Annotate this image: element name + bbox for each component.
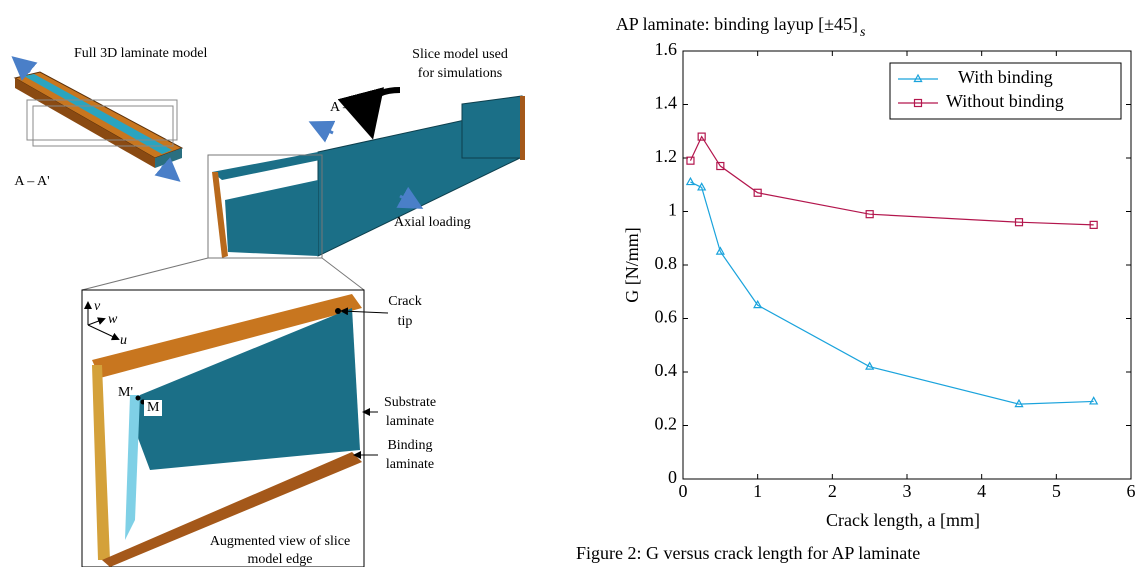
marker	[685, 176, 696, 186]
label: w	[108, 312, 118, 327]
marker	[1089, 396, 1099, 405]
y-tick-label: 0.2	[655, 414, 678, 434]
caption: Figure 2: G versus crack length for AP l…	[576, 543, 920, 563]
label: Substrate	[384, 395, 436, 410]
x-tick-label: 1	[753, 481, 762, 501]
marker	[913, 98, 923, 108]
x-tick-label: 0	[679, 481, 688, 501]
chart-title: AP laminate: binding layup [±45]	[616, 14, 858, 34]
marker	[686, 156, 695, 165]
chart-title-subscript: s	[860, 25, 866, 40]
label: Augmented view of slice	[210, 534, 350, 549]
series-line	[690, 181, 1094, 405]
marker	[753, 299, 763, 309]
label: M	[147, 400, 160, 415]
x-tick-label: 6	[1127, 481, 1136, 501]
label: Slice model used	[412, 47, 508, 62]
label: Full 3D laminate model	[74, 46, 207, 61]
diagram: Full 3D laminate model A – A' A – A' Sli…	[11, 46, 525, 567]
marker	[716, 161, 725, 171]
y-tick-label: 0	[668, 467, 677, 487]
label: Binding	[387, 438, 432, 453]
y-tick-label: 1	[668, 200, 677, 220]
x-tick-label: 5	[1052, 481, 1061, 501]
label: M'	[118, 385, 133, 400]
label: Crack	[388, 294, 421, 309]
label: model edge	[248, 552, 313, 567]
series-line	[689, 135, 1094, 226]
label: laminate	[386, 457, 434, 472]
label: Axial loading	[394, 215, 471, 230]
marker	[1014, 218, 1024, 227]
label: v	[94, 299, 101, 314]
marker	[697, 132, 706, 141]
x-axis-label: Crack length, a [mm]	[826, 510, 980, 530]
x-tick-label: 2	[828, 481, 837, 501]
label: tip	[398, 314, 413, 329]
y-tick-label: 1.6	[655, 39, 678, 59]
label: for simulations	[418, 66, 502, 81]
label: laminate	[386, 414, 434, 429]
legend-label: Without binding	[946, 91, 1064, 111]
y-tick-label: 0.8	[655, 253, 678, 273]
legend-label: With binding	[958, 67, 1053, 87]
legend-box	[889, 62, 1122, 120]
marker	[913, 73, 923, 83]
label: u	[120, 333, 127, 348]
label: A – A'	[14, 174, 49, 189]
y-tick-label: 1.4	[655, 93, 678, 113]
chart: AP laminate: binding layup [±45] s Crack…	[576, 14, 1136, 563]
y-tick-label: 0.6	[655, 307, 678, 327]
marker	[1014, 398, 1024, 408]
marker	[753, 188, 762, 197]
y-tick-label: 0.4	[655, 360, 678, 380]
marker	[1089, 220, 1098, 229]
x-tick-label: 3	[903, 481, 912, 501]
marker	[865, 361, 875, 370]
x-tick-label: 4	[977, 481, 986, 501]
marker	[715, 246, 725, 255]
marker	[865, 210, 874, 219]
marker	[697, 182, 707, 191]
y-tick-label: 1.2	[655, 146, 678, 166]
y-axis-label: G [N/mm]	[622, 227, 642, 303]
label: A – A'	[330, 100, 365, 115]
